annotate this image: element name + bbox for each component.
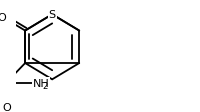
Text: O: O [2,102,11,112]
Text: 2: 2 [42,81,47,90]
Text: S: S [48,10,55,20]
Text: NH: NH [33,78,49,88]
Text: O: O [0,13,6,23]
